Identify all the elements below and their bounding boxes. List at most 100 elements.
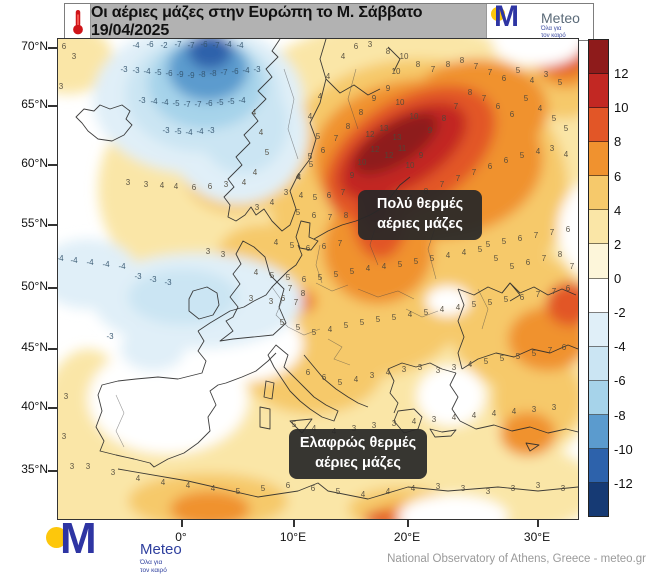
anomaly-value: 6 xyxy=(502,74,507,83)
anomaly-value: 10 xyxy=(358,158,367,167)
anomaly-value: 5 xyxy=(484,357,489,366)
colorbar-box xyxy=(589,414,608,449)
anomaly-value: 4 xyxy=(354,375,359,384)
meteo-footer-name: Meteo xyxy=(140,541,182,558)
anomaly-value: 4 xyxy=(308,112,313,121)
anomaly-value: -5 xyxy=(174,127,182,136)
meteo-logo-dot-icon xyxy=(491,7,505,21)
anomaly-value: 7 xyxy=(534,231,539,240)
anomaly-value: 4 xyxy=(252,108,257,117)
anomaly-value: 4 xyxy=(492,409,497,418)
anomaly-value: 6 xyxy=(322,373,327,382)
anomaly-value: 7 xyxy=(454,102,459,111)
anomaly-value: -3 xyxy=(120,65,128,74)
anomaly-value: 4 xyxy=(446,251,451,260)
colorbar-tick-label: 10 xyxy=(614,100,629,116)
anomaly-value: 5 xyxy=(312,328,317,337)
meteo-footer-m-icon: M xyxy=(60,514,97,563)
anomaly-value: 5 xyxy=(336,487,341,496)
lon-label: 30°E xyxy=(523,530,551,544)
anomaly-value: -4 xyxy=(118,262,126,271)
anomaly-value: 5 xyxy=(280,318,285,327)
colorbar-tick-label: -8 xyxy=(614,407,626,423)
anomaly-value: 8 xyxy=(446,60,451,69)
anomaly-value: 8 xyxy=(344,211,349,220)
anomaly-value: 5 xyxy=(236,487,241,496)
anomaly-value: 3 xyxy=(544,70,549,79)
title-banner: Οι αέριες μάζες στην Ευρώπη το Μ. Σάββατ… xyxy=(64,0,594,41)
anomaly-value: 3 xyxy=(372,421,377,430)
colorbar-tick-label: 6 xyxy=(614,168,622,184)
anomaly-value: 5 xyxy=(510,262,515,271)
anomaly-value: 5 xyxy=(338,378,343,387)
anomaly-value: 3 xyxy=(352,424,357,433)
anomaly-value: 4 xyxy=(472,411,477,420)
anomaly-value: 5 xyxy=(318,273,323,282)
anomaly-value: -6 xyxy=(165,69,173,78)
anomaly-value: 4 xyxy=(174,182,179,191)
anomaly-value: 8 xyxy=(346,122,351,131)
anomaly-value: 4 xyxy=(259,128,264,137)
lat-tick-mark xyxy=(48,348,57,350)
anomaly-value: 3 xyxy=(552,403,557,412)
lat-label: 55°N xyxy=(21,216,48,230)
anomaly-value: 5 xyxy=(360,318,365,327)
lat-label: 60°N xyxy=(21,156,48,170)
anomaly-value: -3 xyxy=(132,66,140,75)
anomaly-value: 5 xyxy=(552,114,557,123)
colorbar-box xyxy=(589,312,608,347)
anomaly-value: 4 xyxy=(536,147,541,156)
anomaly-value: 3 xyxy=(461,484,466,493)
anomaly-value: 4 xyxy=(452,413,457,422)
colorbar-box xyxy=(589,346,608,381)
anomaly-value: 3 xyxy=(72,52,77,61)
thermometer-glyph xyxy=(72,10,83,35)
anomaly-value: 3 xyxy=(561,484,566,493)
anomaly-value: 6 xyxy=(566,225,571,234)
anomaly-value: 4 xyxy=(408,310,413,319)
anomaly-value: -3 xyxy=(253,65,261,74)
anomaly-value: 3 xyxy=(418,363,423,372)
anomaly-value: 3 xyxy=(224,180,229,189)
anomaly-value: 4 xyxy=(512,407,517,416)
anomaly-value: 4 xyxy=(297,173,302,182)
lat-tick-mark xyxy=(48,407,57,409)
anomaly-value: 13 xyxy=(380,124,389,133)
lat-tick-mark xyxy=(48,47,57,49)
anomaly-value: 3 xyxy=(111,468,116,477)
anomaly-value: 6 xyxy=(322,242,327,251)
colorbar-box xyxy=(589,483,608,517)
anomaly-value: 6 xyxy=(562,343,567,352)
anomaly-value: 3 xyxy=(126,178,131,187)
lat-label: 40°N xyxy=(21,399,48,413)
anomaly-value: 4 xyxy=(440,305,445,314)
anomaly-value: 10 xyxy=(396,98,405,107)
anomaly-value: 4 xyxy=(274,238,279,247)
anomaly-value: 5 xyxy=(270,271,275,280)
anomaly-value: 6 xyxy=(286,481,291,490)
anomaly-value: 6 xyxy=(311,484,316,493)
anomaly-value: 8 xyxy=(386,47,391,56)
anomaly-value: 3 xyxy=(255,203,260,212)
anomaly-value: 3 xyxy=(368,40,373,49)
anomaly-value: 5 xyxy=(478,245,483,254)
map-annotation-warm: Πολύ θερμές αέριες μάζες xyxy=(358,190,482,240)
anomaly-value: 7 xyxy=(338,239,343,248)
anomaly-value: 5 xyxy=(286,273,291,282)
anomaly-value: -9 xyxy=(187,71,195,80)
colorbar-tick-label: 2 xyxy=(614,236,622,252)
anomaly-value: 12 xyxy=(366,130,375,139)
colorbar-tick-label: 0 xyxy=(614,271,622,286)
anomaly-value: -4 xyxy=(224,40,232,49)
anomaly-value: -5 xyxy=(216,98,224,107)
colorbar-tick-label: -12 xyxy=(614,475,633,491)
anomaly-value: 5 xyxy=(502,237,507,246)
anomaly-value: 6 xyxy=(510,110,515,119)
anomaly-value: 4 xyxy=(296,172,301,181)
meteo-footer-dot-icon xyxy=(46,527,67,548)
colorbar-box xyxy=(589,448,608,484)
lat-label: 50°N xyxy=(21,279,48,293)
lon-tick-mark xyxy=(407,519,409,527)
anomaly-value: 8 xyxy=(558,250,563,259)
lon-tick-mark xyxy=(181,519,183,527)
